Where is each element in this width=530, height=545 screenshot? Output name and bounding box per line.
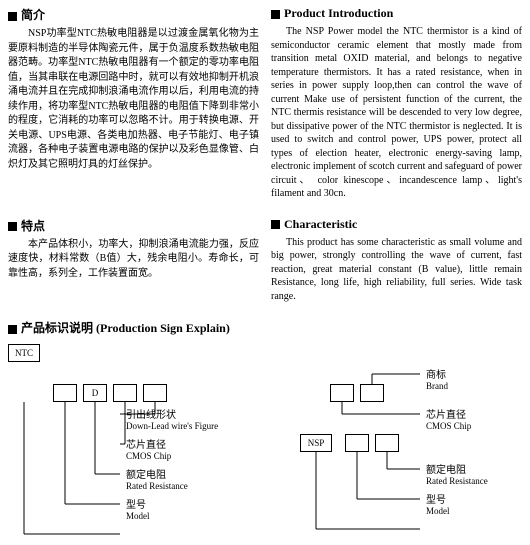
lbl-chip-r: 芯片直径CMOS Chip: [426, 406, 471, 431]
char-zh-title-text: 特点: [21, 219, 45, 233]
char-en-title-text: Characteristic: [284, 217, 357, 231]
production-sign-section: 产品标识说明 (Production Sign Explain) NTC D 引…: [0, 319, 530, 544]
char-row: 特点 本产品体积小，功率大，抑制浪涌电流能力强，反应速度快，材料常数（B值）大，…: [0, 211, 530, 314]
lbl-downlead: 引出线形状Down-Lead wire's Figure: [126, 406, 218, 431]
intro-en-body: The NSP Power model the NTC thermistor i…: [271, 25, 522, 201]
lbl-rated-r: 额定电阻Rated Resistance: [426, 461, 488, 486]
intro-zh-title-text: 简介: [21, 8, 45, 22]
char-zh-title: 特点: [8, 217, 259, 234]
intro-en-title-text: Product Introduction: [284, 6, 393, 20]
char-zh-body: 本产品体积小，功率大，抑制浪涌电流能力强，反应速度快，材料常数（B值）大，残余电…: [8, 238, 259, 282]
char-zh-col: 特点 本产品体积小，功率大，抑制浪涌电流能力强，反应速度快，材料常数（B值）大，…: [8, 217, 259, 314]
sign-title-zh: 产品标识说明: [21, 321, 93, 335]
wires-right: [270, 344, 522, 544]
diagram-right: NSP 商标Brand 芯片直径CMOS Chip 额定电阻Rated Resi…: [270, 344, 522, 544]
diagram-left: NTC D 引出线形状Down-Lead wire's Figure 芯片直径C…: [8, 344, 260, 544]
char-en-col: Characteristic This product has some cha…: [271, 217, 522, 314]
intro-en-col: Product Introduction The NSP Power model…: [271, 6, 522, 211]
lbl-rated-l: 额定电阻Rated Resistance: [126, 466, 188, 491]
lbl-brand: 商标Brand: [426, 366, 448, 391]
intro-zh-col: 简介 NSP功率型NTC热敏电阻器是以过渡金属氧化物为主要原料制造的半导体陶瓷元…: [8, 6, 259, 211]
intro-en-title: Product Introduction: [271, 6, 522, 21]
intro-zh-body: NSP功率型NTC热敏电阻器是以过渡金属氧化物为主要原料制造的半导体陶瓷元件，属…: [8, 27, 259, 172]
lbl-model-r: 型号Model: [426, 491, 450, 516]
char-en-body: This product has some characteristic as …: [271, 236, 522, 304]
sign-title-en: (Production Sign Explain): [96, 321, 230, 335]
intro-row: 简介 NSP功率型NTC热敏电阻器是以过渡金属氧化物为主要原料制造的半导体陶瓷元…: [0, 0, 530, 211]
diagrams-row: NTC D 引出线形状Down-Lead wire's Figure 芯片直径C…: [8, 344, 522, 544]
sign-title: 产品标识说明 (Production Sign Explain): [8, 319, 522, 336]
char-en-title: Characteristic: [271, 217, 522, 232]
lbl-model-l: 型号Model: [126, 496, 150, 521]
intro-zh-title: 简介: [8, 6, 259, 23]
lbl-chip-l: 芯片直径CMOS Chip: [126, 436, 171, 461]
